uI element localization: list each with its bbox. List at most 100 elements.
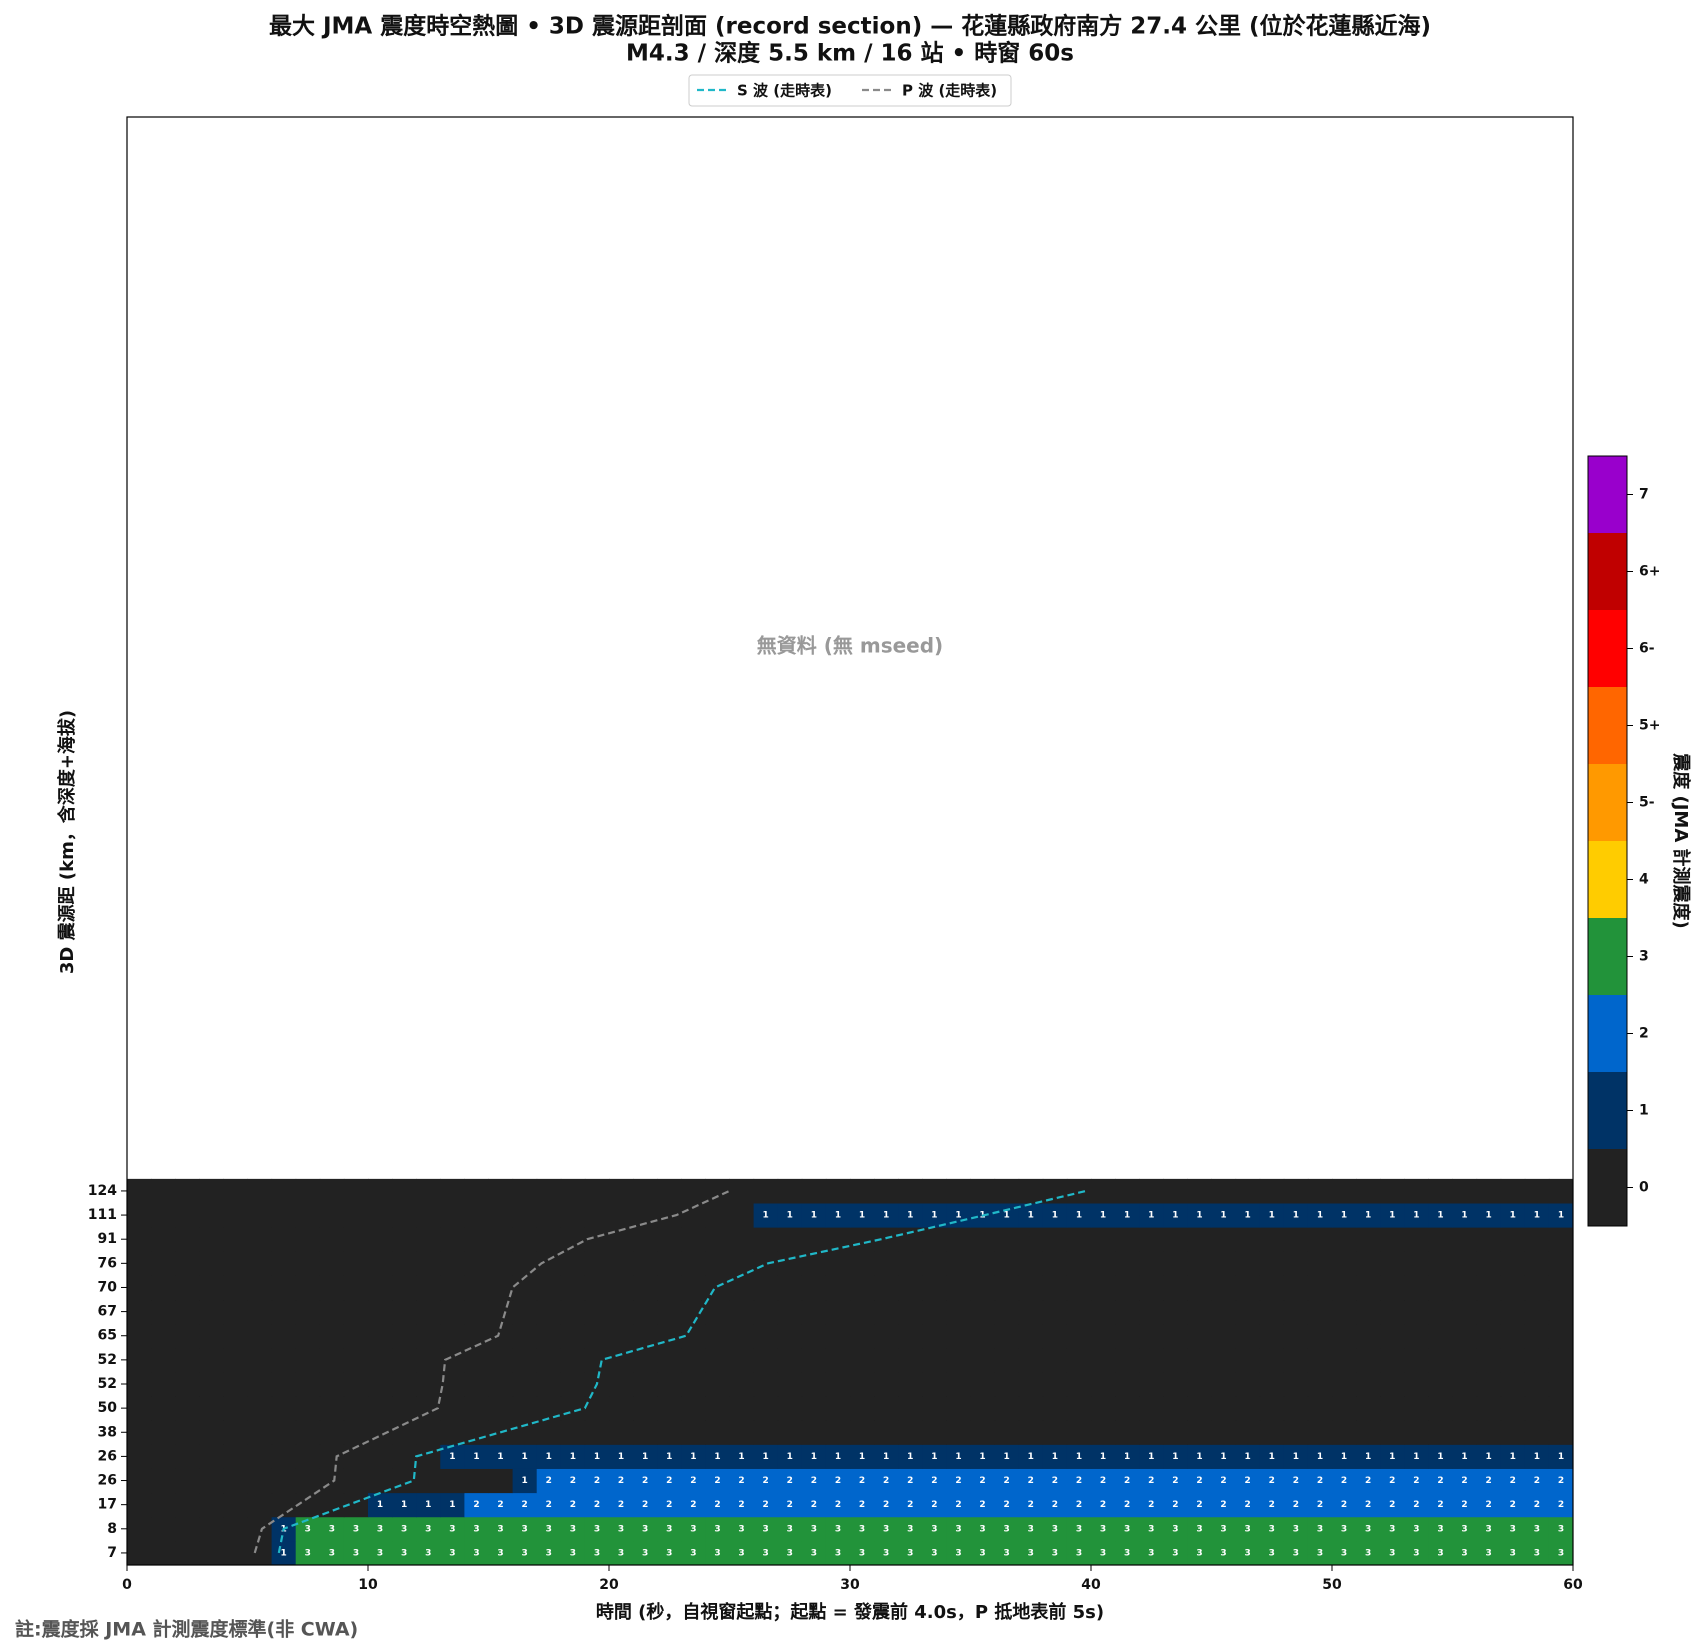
heat-cell bbox=[512, 1203, 538, 1228]
cell-label: 2 bbox=[1052, 1500, 1058, 1510]
heat-cell bbox=[1018, 1227, 1044, 1252]
heat-cell bbox=[970, 1251, 996, 1276]
heat-cell bbox=[416, 1468, 441, 1494]
heat-cell bbox=[633, 1468, 658, 1494]
heat-cell bbox=[1356, 1420, 1381, 1445]
cell-label: 2 bbox=[979, 1500, 985, 1510]
cell-label: 2 bbox=[690, 1500, 696, 1510]
heat-cell bbox=[1548, 1323, 1574, 1349]
heat-cell bbox=[946, 1227, 971, 1252]
heat-cell bbox=[1235, 1203, 1261, 1228]
x-tick-label: 60 bbox=[1563, 1577, 1583, 1593]
heat-cell bbox=[151, 1299, 176, 1325]
heat-cell bbox=[1356, 1396, 1381, 1421]
heat-cell bbox=[994, 1323, 1020, 1349]
heat-cell bbox=[1524, 1396, 1550, 1421]
cell-label: 3 bbox=[1052, 1524, 1058, 1534]
heat-cell bbox=[633, 1299, 658, 1325]
heat-cell bbox=[512, 1516, 538, 1542]
heat-cell bbox=[1115, 1468, 1140, 1494]
cell-label: 2 bbox=[1076, 1476, 1082, 1486]
heat-cell bbox=[1500, 1347, 1526, 1373]
chart-title: 最大 JMA 震度時空熱圖 • 3D 震源距剖面 (record section… bbox=[269, 13, 1431, 40]
heat-cell bbox=[223, 1468, 248, 1494]
heat-cell bbox=[464, 1347, 489, 1373]
heat-cell bbox=[874, 1178, 899, 1204]
heat-cell bbox=[1380, 1323, 1405, 1349]
heat-cell bbox=[1500, 1492, 1526, 1518]
heat-cell bbox=[1524, 1347, 1550, 1373]
cell-label: 2 bbox=[1076, 1500, 1082, 1510]
heat-cell bbox=[753, 1540, 779, 1566]
heat-cell bbox=[464, 1371, 489, 1397]
colorbar-segment bbox=[1588, 764, 1627, 841]
heat-cell bbox=[1211, 1275, 1237, 1301]
heat-cell bbox=[1380, 1420, 1405, 1445]
cell-label: 1 bbox=[1558, 1211, 1564, 1221]
cell-label: 3 bbox=[377, 1524, 383, 1534]
heat-cell bbox=[705, 1516, 730, 1542]
heat-cell bbox=[1066, 1227, 1092, 1252]
heat-cell bbox=[199, 1444, 224, 1469]
heat-cell bbox=[729, 1299, 755, 1325]
cell-label: 1 bbox=[1389, 1211, 1395, 1221]
heat-cell bbox=[416, 1323, 441, 1349]
cell-label: 1 bbox=[1052, 1452, 1058, 1462]
heat-cell bbox=[1500, 1420, 1526, 1445]
heat-cell bbox=[777, 1420, 803, 1445]
heat-cell bbox=[874, 1299, 899, 1325]
cell-label: 3 bbox=[1004, 1548, 1010, 1558]
heat-cell bbox=[584, 1540, 610, 1566]
heat-cell bbox=[729, 1492, 755, 1518]
heat-cell bbox=[1548, 1178, 1574, 1204]
heat-cell bbox=[801, 1323, 827, 1349]
cell-label: 2 bbox=[522, 1500, 528, 1510]
heat-cell bbox=[1380, 1178, 1405, 1204]
heat-cell bbox=[512, 1468, 538, 1494]
heat-cell bbox=[1139, 1371, 1164, 1397]
cell-label: 2 bbox=[1534, 1500, 1540, 1510]
heat-cell bbox=[1115, 1323, 1140, 1349]
colorbar-tick-label: 3 bbox=[1639, 949, 1649, 965]
heat-cell bbox=[1042, 1516, 1068, 1542]
heat-cell bbox=[512, 1492, 538, 1518]
heat-cell bbox=[1428, 1203, 1453, 1228]
heat-cell bbox=[440, 1323, 465, 1349]
heat-cell bbox=[633, 1396, 658, 1421]
cell-label: 3 bbox=[1534, 1524, 1540, 1534]
heat-cell bbox=[1428, 1275, 1453, 1301]
heat-cell bbox=[1042, 1444, 1068, 1469]
heat-cell bbox=[560, 1492, 586, 1518]
heat-cell bbox=[1283, 1347, 1309, 1373]
heat-cell bbox=[825, 1540, 851, 1566]
heat-cell bbox=[922, 1516, 947, 1542]
heat-cell bbox=[1404, 1396, 1429, 1421]
cell-label: 1 bbox=[907, 1211, 913, 1221]
cell-label: 3 bbox=[305, 1548, 311, 1558]
heat-cell bbox=[199, 1492, 224, 1518]
cell-label: 2 bbox=[1245, 1500, 1251, 1510]
heat-cell bbox=[271, 1178, 297, 1204]
heat-cell bbox=[223, 1420, 248, 1445]
heat-cell bbox=[1066, 1323, 1092, 1349]
cell-label: 2 bbox=[1534, 1476, 1540, 1486]
cell-label: 1 bbox=[1124, 1211, 1130, 1221]
heat-cell bbox=[946, 1492, 971, 1518]
heat-cell bbox=[1452, 1420, 1478, 1445]
cell-label: 3 bbox=[931, 1524, 937, 1534]
heat-cell bbox=[584, 1178, 610, 1204]
heat-cell bbox=[1283, 1420, 1309, 1445]
cell-label: 1 bbox=[570, 1452, 576, 1462]
heat-cell bbox=[319, 1275, 345, 1301]
heat-cell bbox=[753, 1516, 779, 1542]
heat-cell bbox=[127, 1323, 152, 1349]
heat-cell bbox=[151, 1444, 176, 1469]
heat-cell bbox=[1091, 1347, 1116, 1373]
cell-label: 3 bbox=[1317, 1548, 1323, 1558]
heat-cell bbox=[440, 1396, 465, 1421]
heat-cell bbox=[1548, 1203, 1574, 1228]
heat-cell bbox=[850, 1516, 875, 1542]
heat-cell bbox=[440, 1516, 465, 1542]
heat-cell bbox=[729, 1227, 755, 1252]
